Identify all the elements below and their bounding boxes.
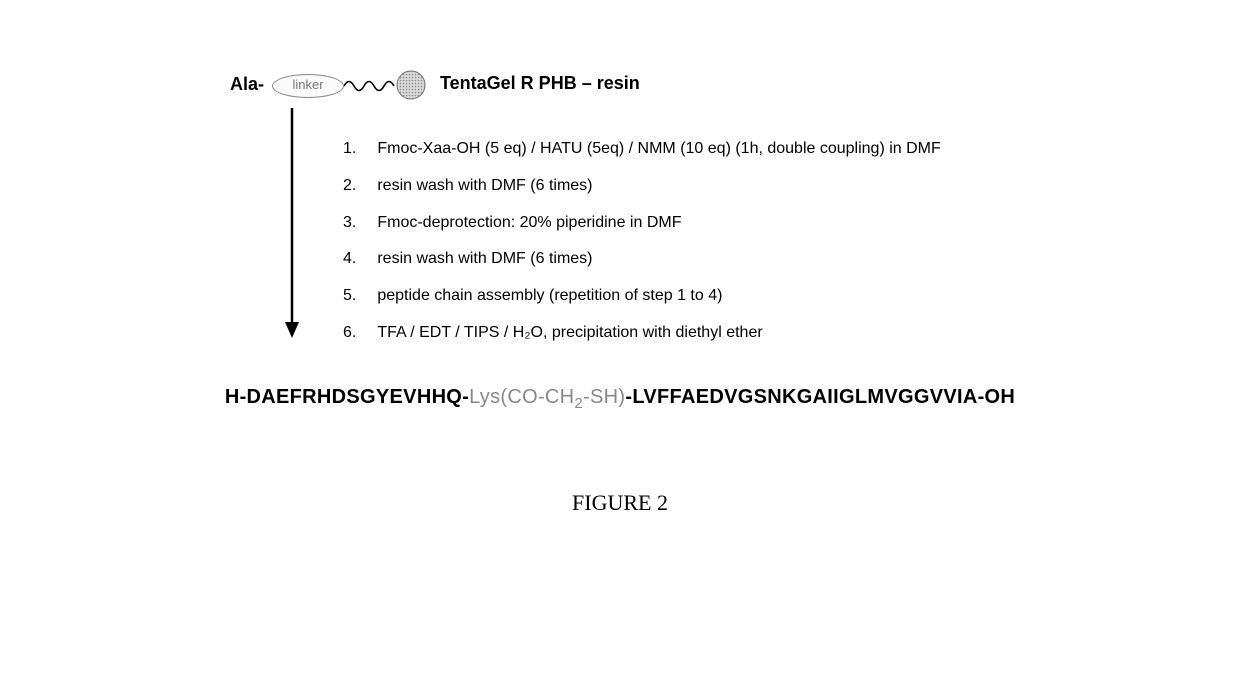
step-text: resin wash with DMF (6 times)	[376, 242, 941, 277]
figure-caption: FIGURE 2	[0, 490, 1240, 516]
step-text: Fmoc-deprotection: 20% piperidine in DMF	[376, 206, 941, 241]
lys-modifier: Lys(CO-CH2-SH)	[469, 386, 625, 408]
reaction-arrow-icon	[284, 108, 300, 338]
step-number: 6.	[342, 316, 374, 351]
step-text: resin wash with DMF (6 times)	[376, 169, 941, 204]
step-item: 1.Fmoc-Xaa-OH (5 eq) / HATU (5eq) / NMM …	[342, 132, 942, 167]
synthesis-steps-list: 1.Fmoc-Xaa-OH (5 eq) / HATU (5eq) / NMM …	[340, 130, 944, 353]
linker-ellipse: linker	[272, 74, 344, 98]
wavy-bond-icon	[344, 77, 399, 95]
step-item: 4.resin wash with DMF (6 times)	[342, 242, 942, 277]
step-text: TFA / EDT / TIPS / H₂O, precipitation wi…	[376, 316, 941, 351]
resin-bead-icon	[396, 70, 426, 100]
step-item: 2.resin wash with DMF (6 times)	[342, 169, 942, 204]
step-text: peptide chain assembly (repetition of st…	[376, 279, 941, 314]
scheme-header-row: Ala- linker TentaGel R PHB – resin	[230, 70, 1240, 110]
lys-suffix: -SH)	[583, 386, 625, 408]
step-number: 1.	[342, 132, 374, 167]
step-number: 5.	[342, 279, 374, 314]
ala-label: Ala-	[230, 74, 264, 95]
figure-area: Ala- linker TentaGel R PHB – resin 1.Fmo…	[0, 70, 1240, 110]
step-text: Fmoc-Xaa-OH (5 eq) / HATU (5eq) / NMM (1…	[376, 132, 941, 167]
resin-label: TentaGel R PHB – resin	[440, 73, 640, 94]
product-sequence: H-DAEFRHDSGYEVHHQ-Lys(CO-CH2-SH)-LVFFAED…	[0, 386, 1240, 412]
seq-right: -LVFFAEDVGSNKGAIIGLMVGGVVIA-OH	[625, 386, 1015, 408]
lys-prefix: Lys(CO-CH	[469, 386, 574, 408]
step-item: 5.peptide chain assembly (repetition of …	[342, 279, 942, 314]
step-item: 6.TFA / EDT / TIPS / H₂O, precipitation …	[342, 316, 942, 351]
seq-left: H-DAEFRHDSGYEVHHQ-	[225, 386, 469, 408]
step-number: 4.	[342, 242, 374, 277]
step-item: 3.Fmoc-deprotection: 20% piperidine in D…	[342, 206, 942, 241]
step-number: 3.	[342, 206, 374, 241]
lys-subscript: 2	[574, 395, 583, 412]
step-number: 2.	[342, 169, 374, 204]
